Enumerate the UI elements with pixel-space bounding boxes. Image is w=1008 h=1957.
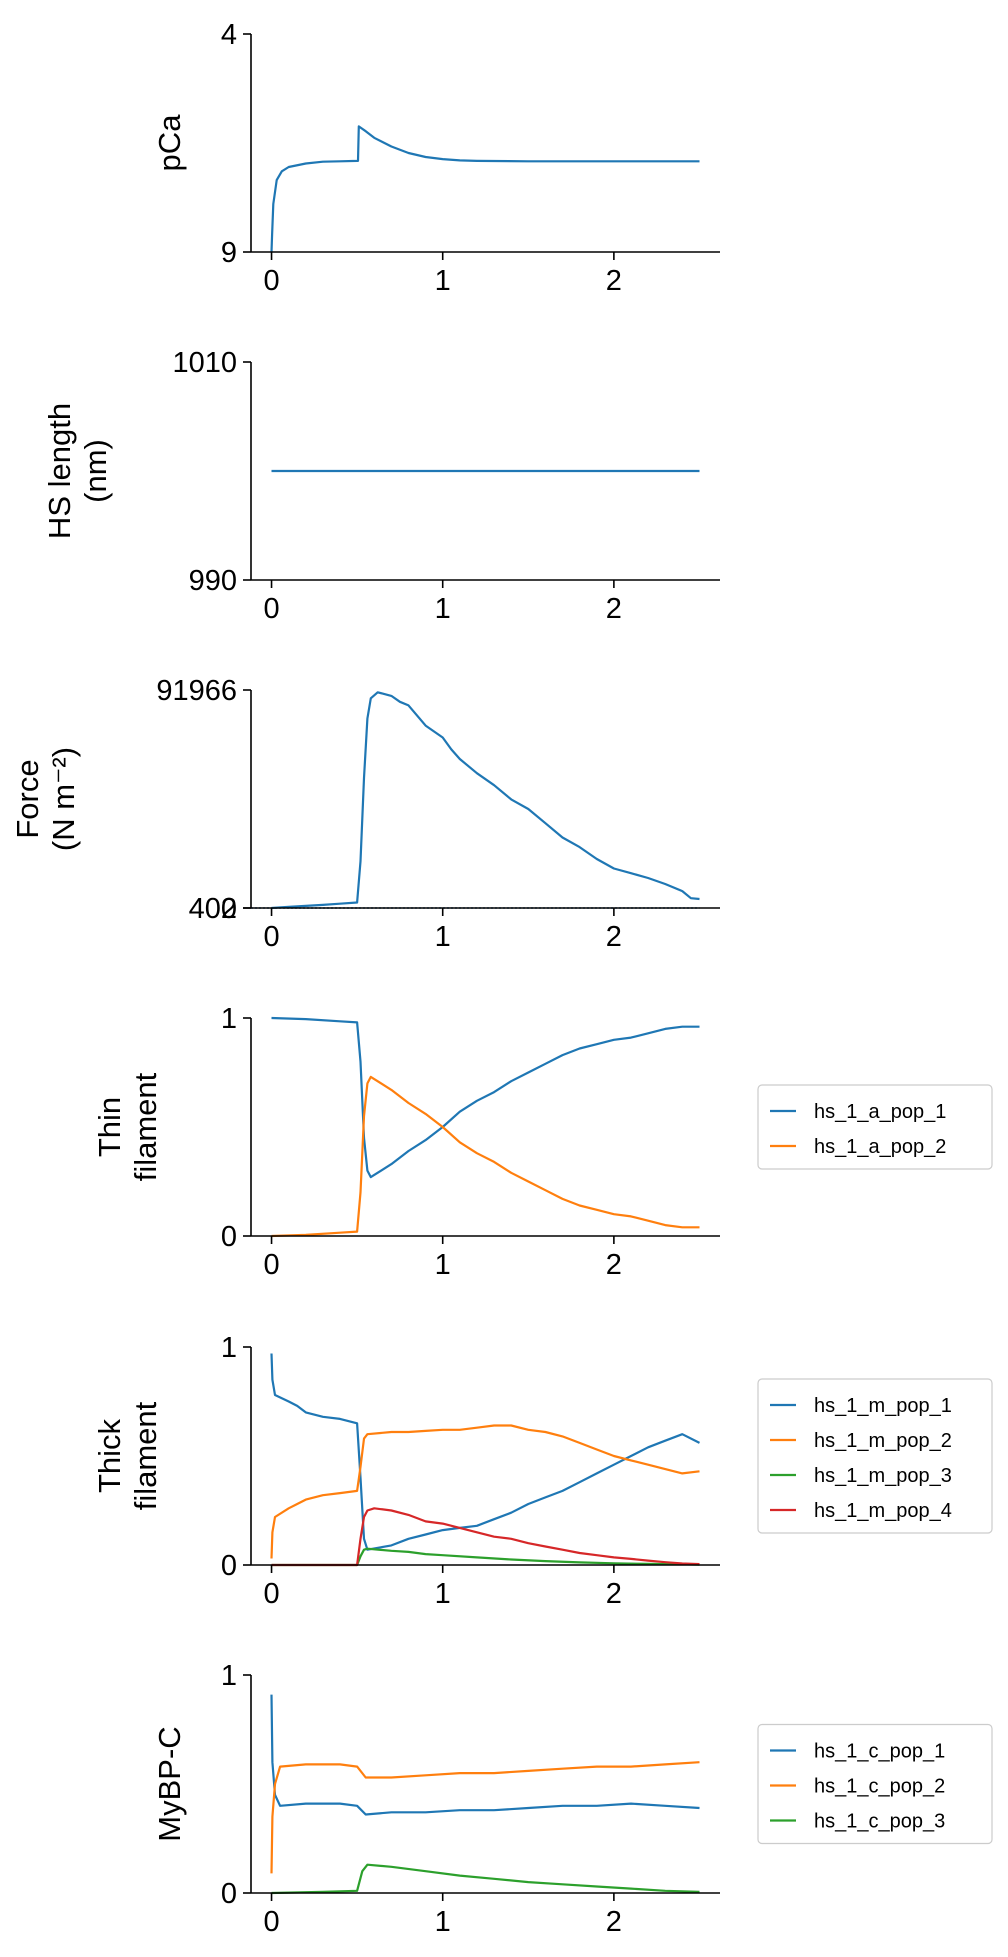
x-tick-label: 0 — [263, 1249, 279, 1281]
panel-2: 0 1 2 990 1010 HS length (nm) — [42, 347, 720, 625]
x-tick-label: 2 — [606, 265, 622, 297]
legend: hs_1_c_pop_1 hs_1_c_pop_2 hs_1_c_pop_3 — [757, 1723, 993, 1845]
series-line-hs_1_a_pop_2 — [271, 1075, 700, 1238]
y-tick-label: 402 — [189, 893, 237, 925]
y-tick-label: 1 — [221, 1332, 237, 1364]
y-axis-label: filament — [128, 1401, 163, 1510]
series-line-hs_1_c_pop_3 — [271, 1863, 700, 1895]
x-tick-label: 1 — [435, 921, 451, 953]
y-tick-label: 91966 — [156, 675, 237, 707]
x-tick-label: 1 — [435, 593, 451, 625]
legend: hs_1_a_pop_1 hs_1_a_pop_2 — [757, 1084, 993, 1170]
y-axis-label: Force — [10, 759, 45, 838]
series-line-series-1 — [270, 125, 700, 253]
panel-1: 0 1 2 9 4 pCa — [152, 19, 720, 297]
y-tick-label: 990 — [189, 565, 237, 597]
x-tick-label: 1 — [435, 1578, 451, 1610]
y-tick-label: 0 — [221, 1550, 237, 1582]
legend-label: hs_1_c_pop_1 — [814, 1741, 945, 1763]
legend-box — [757, 1084, 993, 1170]
y-tick-label: 4 — [221, 19, 237, 51]
series-line-hs_1_a_pop_1 — [271, 1016, 700, 1179]
y-tick-label: 9 — [221, 237, 237, 269]
y-axis-label: (nm) — [78, 439, 113, 503]
legend-label: hs_1_m_pop_4 — [814, 1500, 952, 1522]
x-tick-label: 0 — [263, 921, 279, 953]
x-tick-label: 2 — [606, 1249, 622, 1281]
series-line-series-1 — [271, 691, 700, 910]
x-tick-label: 0 — [263, 1578, 279, 1610]
y-tick-label: 1010 — [172, 347, 237, 379]
y-axis-label: MyBP-C — [152, 1726, 187, 1841]
legend-label: hs_1_m_pop_3 — [814, 1465, 952, 1487]
y-axis-label: HS length — [42, 403, 77, 539]
x-tick-label: 1 — [435, 1906, 451, 1938]
x-tick-label: 0 — [263, 593, 279, 625]
x-tick-label: 0 — [263, 1906, 279, 1938]
legend-label: hs_1_c_pop_3 — [814, 1811, 945, 1833]
x-tick-label: 2 — [606, 1906, 622, 1938]
y-axis-label: filament — [128, 1072, 163, 1181]
series-line-hs_1_m_pop_2 — [270, 1424, 700, 1559]
y-axis-label: (N m⁻²) — [46, 747, 81, 851]
y-tick-label: 0 — [221, 1221, 237, 1253]
legend: hs_1_m_pop_1 hs_1_m_pop_2 hs_1_m_pop_3 hs_1… — [757, 1378, 993, 1534]
legend-box — [757, 1723, 993, 1845]
y-tick-label: 0 — [221, 893, 237, 925]
x-tick-label: 2 — [606, 921, 622, 953]
y-tick-label: 1 — [221, 1003, 237, 1035]
series-line-hs_1_m_pop_3 — [271, 1547, 700, 1567]
x-tick-label: 0 — [263, 265, 279, 297]
legend-label: hs_1_a_pop_2 — [814, 1136, 946, 1158]
x-tick-label: 1 — [435, 1249, 451, 1281]
y-axis-label: Thick — [92, 1418, 127, 1493]
legend-box — [757, 1378, 993, 1534]
legend-label: hs_1_m_pop_1 — [814, 1395, 952, 1417]
series-line-hs_1_c_pop_2 — [270, 1761, 700, 1874]
y-axis-label: Thin — [92, 1097, 127, 1157]
x-tick-label: 2 — [606, 593, 622, 625]
legend-label: hs_1_a_pop_1 — [814, 1101, 946, 1123]
series-line-hs_1_m_pop_1 — [270, 1353, 700, 1551]
x-tick-label: 1 — [435, 265, 451, 297]
y-axis-label: pCa — [152, 114, 187, 172]
y-tick-label: 0 — [221, 1878, 237, 1910]
legend-label: hs_1_c_pop_2 — [814, 1776, 945, 1798]
series-line-hs_1_m_pop_4 — [271, 1507, 700, 1567]
x-tick-label: 2 — [606, 1578, 622, 1610]
legend-label: hs_1_m_pop_2 — [814, 1430, 952, 1452]
y-tick-label: 1 — [221, 1660, 237, 1692]
series-line-hs_1_c_pop_1 — [270, 1694, 700, 1816]
